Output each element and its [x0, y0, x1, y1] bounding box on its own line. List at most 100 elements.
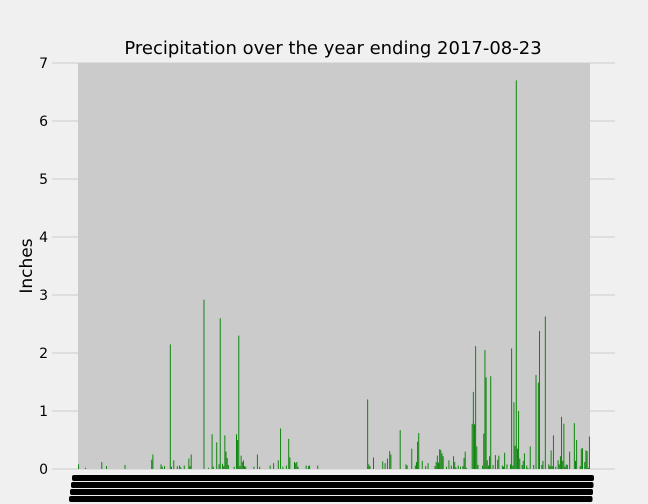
- y-tick-label: 2: [39, 346, 48, 362]
- precipitation-bar: [533, 464, 535, 469]
- precipitation-bar: [369, 466, 371, 469]
- precipitation-bar: [489, 456, 491, 469]
- precipitation-bar: [218, 464, 220, 469]
- precipitation-bar: [579, 466, 581, 469]
- precipitation-bar: [406, 465, 408, 469]
- precipitation-bar: [441, 453, 443, 469]
- precipitation-bar: [224, 435, 226, 469]
- precipitation-bar: [580, 448, 582, 469]
- plot-area: [78, 63, 590, 469]
- precipitation-bar: [233, 466, 235, 469]
- precipitation-bar: [282, 466, 284, 469]
- precipitation-bar: [485, 377, 487, 469]
- y-tick-labels: 0 1 2 3 4 5 6 7: [39, 56, 48, 478]
- precipitation-bar: [436, 455, 438, 469]
- precipitation-bar: [273, 463, 275, 469]
- precipitation-bar: [512, 465, 514, 469]
- precipitation-bar: [164, 466, 165, 469]
- precipitation-bar: [465, 467, 467, 469]
- precipitation-bar: [415, 462, 417, 469]
- precipitation-bar: [289, 457, 291, 469]
- precipitation-bar: [216, 442, 218, 469]
- precipitation-bar: [183, 465, 185, 469]
- precipitation-bar: [390, 454, 392, 469]
- precipitation-bar: [511, 348, 513, 469]
- precipitation-bar: [504, 452, 506, 469]
- precipitation-bar: [542, 460, 544, 469]
- precipitation-bar: [245, 466, 247, 469]
- precipitation-bar: [529, 446, 531, 469]
- y-tick-label: 4: [39, 230, 48, 246]
- precipitation-bar: [285, 465, 287, 469]
- precipitation-bar: [565, 464, 567, 469]
- precipitation-bar: [382, 461, 384, 469]
- precipitation-bar: [438, 462, 439, 469]
- precipitation-bar: [539, 330, 540, 469]
- precipitation-bar: [463, 457, 465, 469]
- precipitation-bar: [573, 423, 575, 469]
- precipitation-bar: [227, 464, 229, 469]
- precipitation-bar: [576, 440, 578, 469]
- precipitation-bar: [242, 460, 244, 469]
- precipitation-bar: [414, 465, 416, 469]
- precipitation-bar: [269, 465, 271, 469]
- precipitation-bar: [152, 454, 154, 469]
- precipitation-bar: [506, 464, 508, 469]
- precipitation-bar: [544, 316, 546, 469]
- precipitation-bar: [411, 448, 413, 469]
- precipitation-bar: [425, 466, 427, 469]
- precipitation-bar: [238, 335, 240, 469]
- precipitation-bar: [211, 434, 213, 469]
- precipitation-bar: [581, 448, 583, 469]
- precipitation-bar: [435, 462, 437, 469]
- precipitation-bar: [169, 344, 171, 469]
- precipitation-bar: [549, 466, 551, 469]
- precipitation-bar: [561, 416, 563, 469]
- precipitation-bar: [498, 455, 500, 469]
- precipitation-bar: [551, 466, 553, 469]
- precipitation-bar: [189, 466, 191, 469]
- precipitation-bar: [523, 453, 525, 469]
- x-tick-labels: [69, 475, 594, 502]
- precipitation-bar: [226, 457, 228, 469]
- precipitation-bar: [564, 466, 566, 469]
- chart-title: Precipitation over the year ending 2017-…: [124, 38, 541, 59]
- x-tick-label-band: [71, 482, 594, 488]
- precipitation-bar: [450, 465, 452, 469]
- precipitation-bar: [559, 456, 561, 469]
- x-tick-label-band: [72, 475, 594, 481]
- precipitation-bar: [296, 462, 298, 469]
- precipitation-bar: [460, 466, 462, 469]
- precipitation-bar: [237, 440, 239, 469]
- y-tick-label: 6: [39, 114, 48, 130]
- precipitation-bar: [171, 466, 172, 469]
- precipitation-bar: [454, 462, 456, 469]
- y-axis-label: Inches: [17, 238, 37, 293]
- precipitation-bar: [453, 456, 455, 469]
- precipitation-bar: [503, 466, 504, 469]
- x-tick-label-band: [70, 489, 593, 495]
- precipitation-bar: [482, 465, 484, 469]
- precipitation-bar: [471, 423, 473, 469]
- precipitation-bar: [421, 460, 423, 469]
- precipitation-bar: [586, 451, 588, 469]
- precipitation-bar: [439, 449, 441, 469]
- precipitation-bar: [288, 438, 290, 469]
- precipitation-bar: [295, 463, 297, 469]
- precipitation-bar: [457, 465, 459, 469]
- precipitation-bar: [490, 376, 492, 469]
- precipitation-bar: [368, 464, 370, 469]
- precipitation-bar: [373, 457, 374, 469]
- precipitation-bar: [389, 451, 391, 469]
- precipitation-bar: [309, 465, 311, 469]
- precipitation-bar: [427, 463, 429, 469]
- precipitation-bar: [494, 455, 496, 469]
- precipitation-bar: [455, 467, 457, 469]
- precipitation-bar: [101, 462, 103, 469]
- precipitation-bar: [527, 467, 529, 469]
- precipitation-bar: [180, 467, 182, 469]
- bars-group: [78, 80, 590, 470]
- precipitation-bar: [160, 464, 162, 469]
- y-tick-label: 5: [39, 172, 48, 188]
